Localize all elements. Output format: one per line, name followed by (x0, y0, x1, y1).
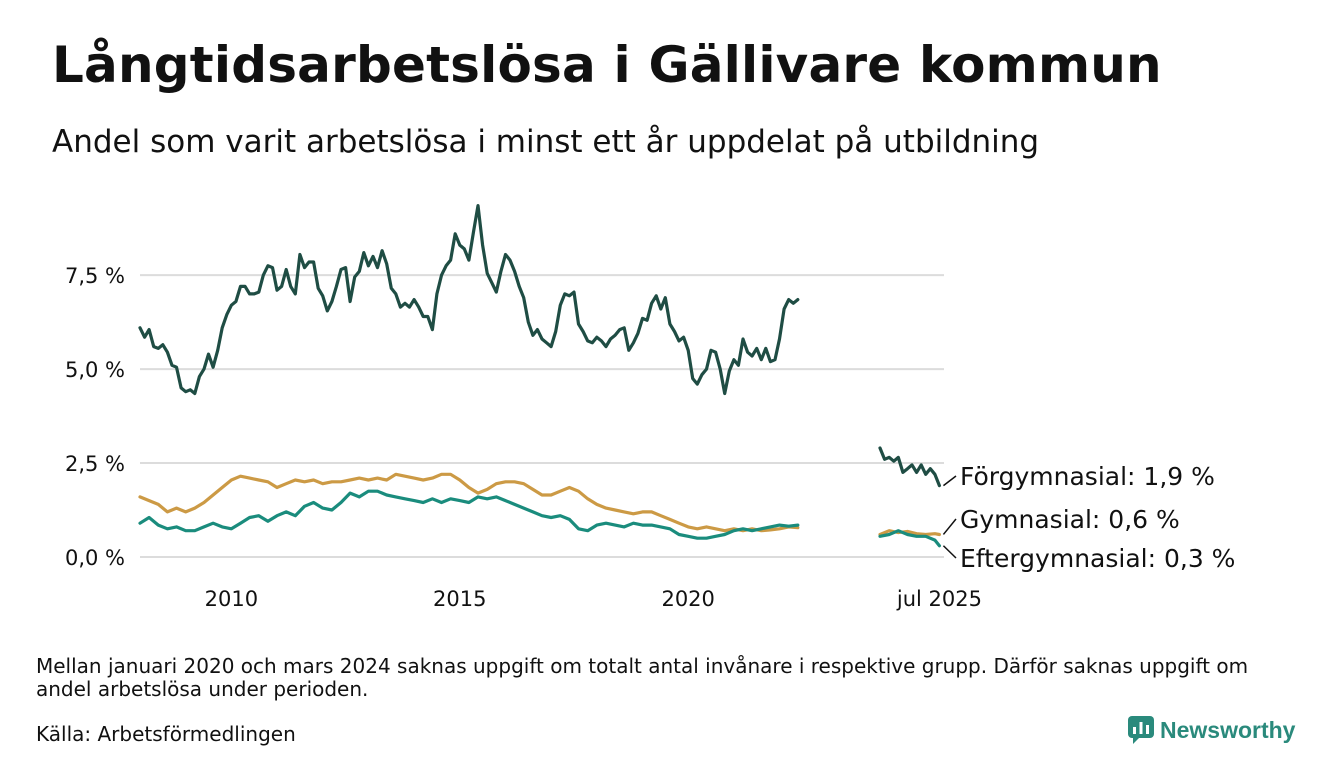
chart-title: Långtidsarbetslösa i Gällivare kommun (52, 36, 1162, 94)
y-tick-label: 0,0 % (65, 546, 125, 570)
series-lines (138, 204, 941, 548)
brand-name: Newsworthy (1160, 716, 1296, 743)
y-axis: 0,0 % 2,5 % 5,0 % 7,5 % (65, 264, 125, 570)
label-connector (942, 545, 957, 559)
bar-chart-icon (1128, 716, 1154, 744)
series-end-label: Förgymnasial: 1,9 % (960, 462, 1215, 491)
series-line-eftergymnasial-0 (138, 489, 800, 540)
series-line-eftergymnasial-1 (878, 529, 941, 548)
series-end-labels: Förgymnasial: 1,9 % Gymnasial: 0,6 % Efter… (942, 462, 1235, 573)
series-line-förgymnasial-1 (878, 446, 941, 488)
footnote: Mellan januari 2020 och mars 2024 saknas… (36, 654, 1249, 701)
brand-logo: Newsworthy (1128, 716, 1295, 744)
y-tick-label: 5,0 % (65, 358, 125, 382)
y-tick-label: 2,5 % (65, 452, 125, 476)
x-tick-label: 2020 (661, 587, 714, 611)
label-connector (942, 518, 957, 535)
series-end-label: Eftergymnasial: 0,3 % (960, 544, 1235, 573)
series-line-förgymnasial-0 (138, 204, 800, 396)
series-line-gymnasial-1 (878, 529, 941, 537)
x-tick-label: 2010 (205, 587, 258, 611)
y-tick-label: 7,5 % (65, 264, 125, 288)
x-axis: 2010 2015 2020 jul 2025 (205, 587, 982, 611)
x-tick-label: jul 2025 (896, 587, 982, 611)
line-chart: 0,0 % 2,5 % 5,0 % 7,5 % 2010 2015 2020 jul 202… (65, 204, 1235, 611)
series-end-label: Gymnasial: 0,6 % (960, 505, 1180, 534)
label-connector (942, 475, 957, 487)
x-tick-label: 2015 (433, 587, 486, 611)
chart-subtitle: Andel som varit arbetslösa i minst ett å… (52, 124, 1040, 160)
source-note: Källa: Arbetsförmedlingen (36, 722, 296, 746)
series-line-gymnasial-0 (138, 472, 800, 533)
